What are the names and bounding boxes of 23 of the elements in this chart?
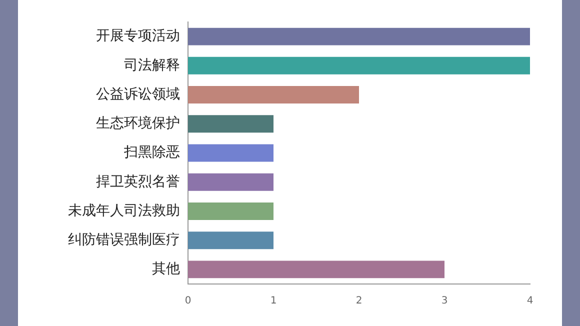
x-tick-label: 2	[356, 296, 362, 307]
bar	[188, 56, 530, 74]
y-tick-label: 未成年人司法救助	[68, 202, 180, 219]
x-tick-label: 4	[526, 296, 534, 307]
bar	[188, 28, 530, 46]
x-tick-label: 1	[270, 296, 277, 307]
bar	[188, 232, 274, 250]
y-tick-label: 捍卫英烈名誉	[96, 174, 180, 190]
bar	[188, 260, 444, 278]
bar	[188, 173, 274, 191]
y-tick-label: 生态环境保护	[96, 116, 180, 132]
y-tick-label: 其他	[152, 261, 180, 278]
y-tick-label: 纠防错误强制医疗	[68, 232, 180, 248]
bar	[188, 86, 359, 104]
y-tick-label: 扫黑除恶	[123, 144, 180, 161]
x-tick-label: 3	[441, 296, 448, 307]
bar	[188, 202, 274, 220]
bar	[188, 115, 274, 133]
bar	[188, 144, 274, 162]
y-tick-label: 公益诉讼领域	[96, 86, 180, 102]
y-tick-label: 司法解释	[124, 57, 180, 74]
x-tick-label: 0	[184, 296, 192, 307]
y-tick-label: 开展专项活动	[96, 28, 180, 44]
